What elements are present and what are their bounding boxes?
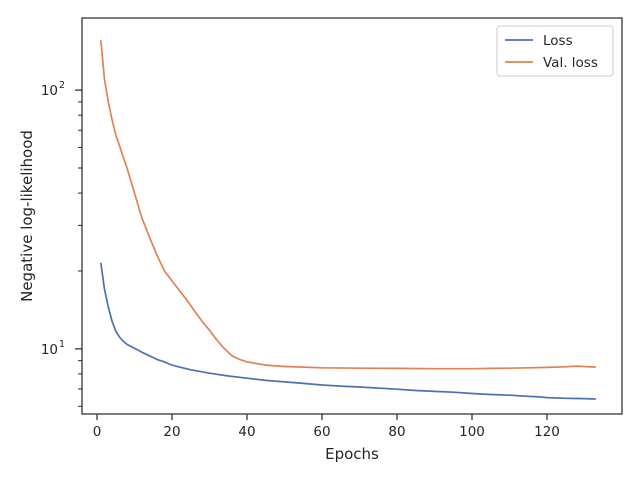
plot-frame [81, 17, 623, 415]
legend-label: Loss [543, 33, 573, 49]
x-tick-label: 100 [459, 424, 485, 440]
x-tick-label: 40 [238, 424, 255, 440]
plot-background [82, 18, 622, 414]
x-tick-label: 60 [313, 424, 330, 440]
y-tick-label: 10 [41, 83, 58, 99]
y-tick-label-exponent: 2 [59, 80, 65, 91]
x-tick-label: 0 [93, 424, 102, 440]
y-tick-label: 10 [41, 342, 58, 358]
series-line-loss [99, 262, 596, 400]
x-axis-ticks: 0 20 40 60 80 100 120 [93, 414, 560, 440]
x-tick-label: 80 [388, 424, 405, 440]
series-layer [99, 40, 596, 400]
y-tick-label-exponent: 1 [59, 339, 65, 350]
x-tick-label: 20 [163, 424, 180, 440]
x-tick-label: 120 [534, 424, 560, 440]
y-axis-label: Negative log-likelihood [18, 130, 36, 302]
legend-frame [496, 25, 614, 77]
x-axis-label: Epochs [325, 445, 379, 463]
legend: Loss Val. loss [496, 25, 614, 77]
series-line-val-loss [99, 40, 596, 370]
legend-label: Val. loss [543, 55, 598, 71]
